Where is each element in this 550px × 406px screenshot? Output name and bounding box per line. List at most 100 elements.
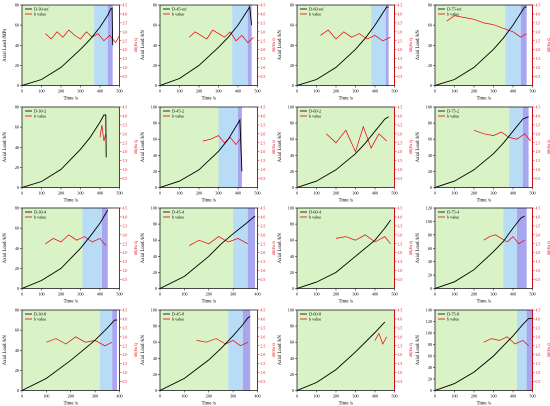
- y2-tick-label: 1.0: [535, 168, 540, 172]
- y2-tick-label: 1.0: [260, 66, 265, 70]
- y-axis-label: Axial Load /kN: [141, 30, 146, 61]
- x-tick-label: 500: [116, 292, 122, 297]
- y-tick-label: 40: [152, 254, 156, 259]
- y-tick-label: 0: [429, 185, 431, 190]
- y2-axis-label: b value: [545, 241, 550, 255]
- y2-tick-label: 2.5: [398, 141, 403, 145]
- y2-axis-label: b value: [133, 241, 138, 255]
- x-axis-label: Time /s: [339, 401, 353, 406]
- y2-tick-label: 2.5: [535, 39, 540, 43]
- x-tick-label: 0: [21, 393, 23, 398]
- y2-tick-label: 1.5: [535, 260, 540, 264]
- y2-tick-label: 1.0: [260, 269, 265, 273]
- y2-axis-label: b value: [270, 140, 275, 154]
- y-tick-label: 20: [152, 168, 156, 173]
- b-value-series: [374, 331, 388, 345]
- axial-load-series: [159, 117, 242, 187]
- legend-b-label: b value: [447, 215, 459, 220]
- y2-tick-label: 3.0: [260, 132, 265, 136]
- b-value-series: [473, 129, 531, 141]
- y-tick-label: 20: [15, 164, 19, 169]
- y2-tick-label: 0.5: [398, 177, 403, 181]
- y2-tick-label: 3.0: [535, 132, 540, 136]
- y-tick-label: 0: [17, 388, 19, 393]
- zone-failure: [516, 208, 527, 289]
- y2-tick-label: 3.0: [398, 30, 403, 34]
- b-value-series: [326, 125, 387, 153]
- x-tick-label: 500: [529, 89, 535, 94]
- legend-b-label: b value: [172, 113, 184, 118]
- x-axis-label: Time /s: [64, 198, 78, 203]
- y-tick-label: 20: [290, 371, 294, 376]
- y2-tick-label: 3.5: [260, 21, 265, 25]
- zone-acceleration: [94, 5, 108, 86]
- y2-tick-label: 2.0: [260, 150, 265, 154]
- x-axis-label: Time /s: [476, 401, 490, 406]
- y2-tick-label: 0.5: [123, 177, 128, 181]
- x-tick-label: 400: [97, 89, 103, 94]
- y2-tick-label: 2.5: [123, 242, 128, 246]
- chart-panel-D-30-4: 0 100 200 300 400 500 0 20 40 60 80 0.5 1.0 1.5 2.0 2.5…: [3, 206, 138, 305]
- y2-tick-label: 1.0: [260, 371, 265, 375]
- y-tick-label: 60: [152, 238, 156, 243]
- y2-tick-label: 4.0: [123, 215, 128, 219]
- y2-axis-label: b value: [270, 241, 275, 255]
- y-tick-label: 80: [290, 323, 294, 328]
- y2-tick-label: 0.5: [398, 278, 403, 282]
- x-tick-label: 0: [433, 292, 435, 297]
- b-value-series: [188, 29, 254, 44]
- axial-load-series: [159, 215, 255, 289]
- y2-tick-label: 2.5: [260, 242, 265, 246]
- zone-acceleration: [218, 106, 238, 187]
- y2-tick-label: 3.5: [260, 326, 265, 330]
- y2-tick-label: 3.5: [123, 123, 128, 127]
- y2-tick-label: 4.5: [260, 308, 265, 312]
- legend-load-label: D-75-2: [447, 108, 459, 113]
- y-tick-label: 80: [152, 120, 156, 125]
- y2-tick-label: 2.0: [535, 150, 540, 154]
- axial-load-series: [297, 219, 391, 289]
- y-tick-label: 40: [152, 152, 156, 157]
- y-tick-label: 100: [288, 104, 294, 109]
- zone-acceleration: [504, 5, 521, 86]
- y-tick-label: 80: [290, 3, 294, 8]
- x-tick-label: 200: [58, 190, 64, 195]
- y2-tick-label: 3.0: [398, 233, 403, 237]
- y2-axis-label: b value: [133, 140, 138, 154]
- zone-stable: [159, 5, 232, 86]
- y-axis-label: Axial Load /kN: [3, 233, 8, 264]
- y-tick-label: 80: [427, 342, 431, 347]
- x-axis-label: Time /s: [201, 300, 215, 305]
- x-axis-label: Time /s: [201, 198, 215, 203]
- y-tick-label: 80: [290, 120, 294, 125]
- legend-b-label: b value: [447, 12, 459, 17]
- zone-failure: [247, 208, 255, 289]
- y-tick-label: 60: [15, 23, 19, 28]
- y2-tick-label: 2.5: [260, 344, 265, 348]
- y2-tick-label: 3.5: [260, 224, 265, 228]
- x-tick-label: 200: [205, 292, 211, 297]
- zone-stable: [297, 5, 372, 86]
- y2-tick-label: 2.0: [123, 353, 128, 357]
- b-value-series: [46, 335, 113, 346]
- y-tick-label: 20: [15, 63, 19, 68]
- y-tick-label: 20: [152, 63, 156, 68]
- x-axis-label: Time /s: [201, 97, 215, 102]
- zone-acceleration: [371, 5, 386, 86]
- y-tick-label: 0: [292, 185, 294, 190]
- y-tick-label: 40: [427, 365, 431, 370]
- legend-load-label: D-60-ref: [309, 7, 324, 12]
- y-tick-label: 60: [15, 124, 19, 129]
- x-tick-label: 200: [333, 190, 339, 195]
- x-tick-label: 200: [58, 89, 64, 94]
- x-axis-label: Time /s: [339, 198, 353, 203]
- y-axis-label: Axial Load /kN: [3, 131, 8, 162]
- zone-failure: [101, 208, 108, 289]
- chart-panel-D-30-2: 0 100 200 300 400 500 0 20 40 60 80 0.5 1.0 1.5 2.0 2.5…: [3, 104, 138, 203]
- x-tick-label: 100: [451, 190, 457, 195]
- y2-tick-label: 3.0: [260, 30, 265, 34]
- y-axis-label: Axial Load /kN: [416, 233, 421, 264]
- y-tick-label: 100: [425, 104, 431, 109]
- b-value-series: [320, 29, 391, 42]
- x-tick-label: 100: [451, 89, 457, 94]
